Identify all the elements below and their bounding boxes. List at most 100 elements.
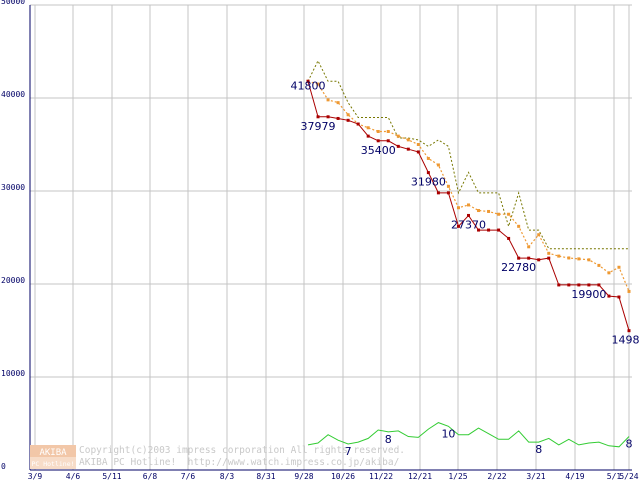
min-price-point [517,256,521,260]
avg-price-point [547,251,551,255]
min-price-point [376,139,380,143]
min-price-point [577,283,581,287]
min-price-point [507,236,511,240]
data-label: 8 [535,443,542,456]
avg-price-point [597,263,601,267]
x-tick-label: 1/25 [448,472,467,480]
x-tick-label: 4/19 [565,472,584,480]
chart-grid [30,4,632,471]
avg-price-point [406,138,410,142]
avg-price-point [426,156,430,160]
min-price-point [316,115,320,119]
avg-price-point [627,289,631,293]
logo-bottom-text: PC Hotline! [31,460,74,468]
avg-price-point [577,257,581,261]
avg-price-point [416,143,420,146]
min-price-point [366,134,370,138]
avg-price-point [436,163,440,167]
avg-price-point [456,206,460,210]
x-tick-label: 12/21 [408,472,432,480]
x-tick-label: 5/24 [619,472,638,480]
min-price-point [467,213,470,217]
x-tick-label: 2/22 [487,472,506,480]
avg-price-point [507,212,511,216]
min-price-point [597,283,601,287]
data-label: 8 [626,438,633,451]
avg-price-point [607,271,611,275]
y-tick-label: 40000 [1,90,25,99]
min-price-point [497,228,501,232]
min-price-point [617,295,621,299]
avg-price-point [316,82,320,86]
min-price-point [587,283,591,287]
x-tick-label: 5/1 [607,472,622,480]
min-price-point [306,79,310,83]
y-tick-label: 10000 [1,369,25,378]
x-tick-label: 8/3 [220,472,235,480]
min-price-point [487,228,491,232]
x-tick-label: 3/21 [526,472,545,480]
logo-top-text: AKIBA [39,448,67,458]
avg-price-point [326,98,330,102]
min-price-point [557,283,561,287]
min-price-point [386,139,390,143]
site-url-line: AKIBA PC Hotline! http://www.watch.impre… [79,457,400,468]
data-label: 37979 [301,120,336,133]
avg-price-point [396,134,400,138]
avg-price-point [537,233,541,237]
avg-price-point [517,224,521,228]
data-label: 10 [441,427,455,440]
avg-price-point [617,265,621,269]
data-label: 31980 [411,176,446,189]
min-price-point [346,118,350,122]
copyright-watermark: Copyright(c)2003 impress corporation All… [79,445,405,469]
akiba-logo-watermark: AKIBA PC Hotline! [30,445,76,469]
data-label: 7 [345,445,352,458]
x-tick-label: 3/9 [28,472,43,480]
min-price-point [416,150,420,154]
min-price-point [456,224,460,228]
chart-series [306,59,631,448]
avg-price-point [366,126,370,130]
min-price-point [436,191,440,195]
data-label: 35400 [361,144,396,157]
x-tick-label: 6/8 [143,472,158,480]
min-price-point [406,147,410,151]
min-price-point [396,144,400,148]
min-price-point [477,228,481,232]
avg-price-point [587,258,591,262]
min-price-point [326,115,330,119]
shop-count-line [307,422,630,448]
avg-price-point [497,212,501,216]
min-price-point [547,256,551,260]
min-price-point [446,191,450,195]
x-tick-label: 10/26 [331,472,355,480]
avg-price-point [467,203,470,207]
min-price-point [607,294,611,298]
chart-data-labels: 41800 37979 35400 31980 27370 22780 19900 14980… [291,79,640,458]
x-tick-label: 5/11 [102,472,121,480]
max-price-line [307,59,629,250]
avg-price-point [487,209,491,213]
data-label: 27370 [451,218,486,231]
avg-price-point [376,129,380,133]
avg-price-point [336,101,340,105]
y-tick-label: 50000 [1,0,25,6]
y-tick-label: 20000 [1,276,25,285]
data-label: 19900 [571,288,606,301]
x-tick-label: 4/6 [66,472,81,480]
y-tick-label: 30000 [1,183,25,192]
x-tick-label: 9/28 [294,472,313,480]
avg-price-point [386,129,390,133]
y-tick-label: 0 [1,462,6,471]
avg-price-line [307,80,630,292]
data-label: 41800 [291,79,326,92]
data-label: 8 [385,433,392,446]
min-price-point [537,258,541,262]
min-price-point [356,122,360,126]
min-price-point [527,256,531,260]
x-tick-label: 8/31 [256,472,275,480]
min-price-point [336,116,340,120]
